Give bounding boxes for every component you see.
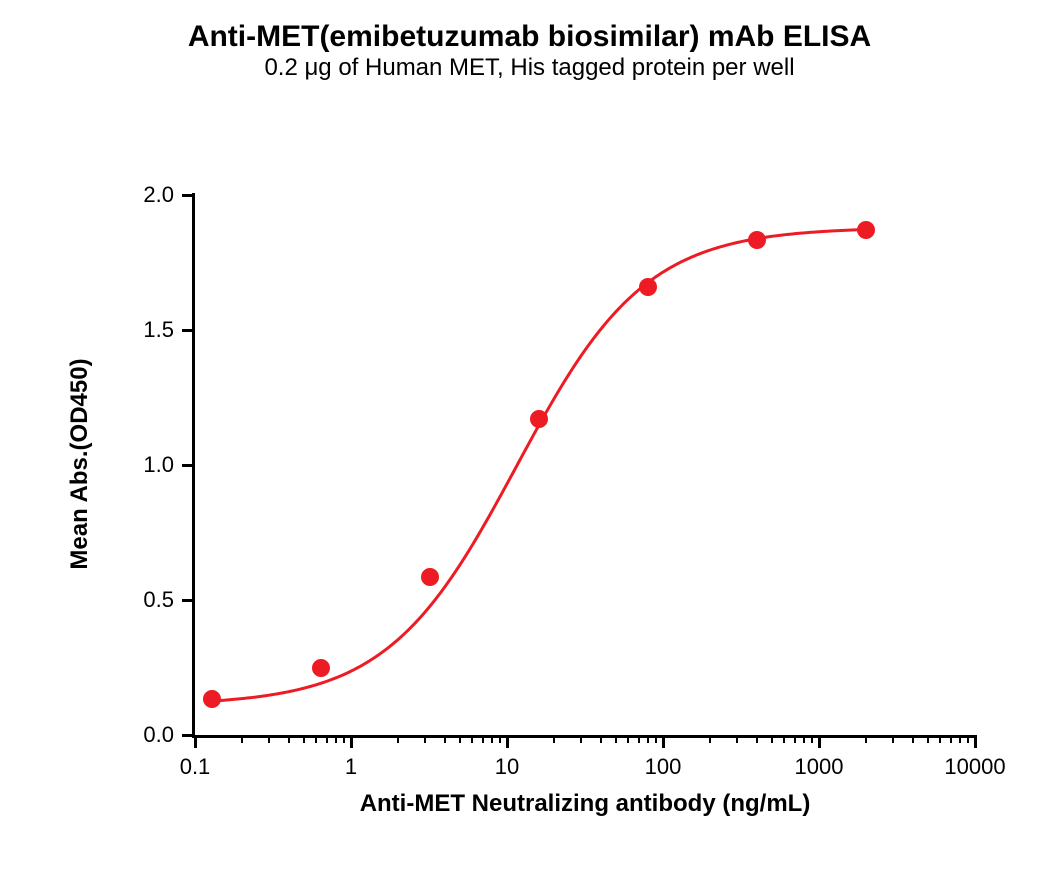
elisa-chart-container: Anti-MET(emibetuzumab biosimilar) mAb EL…: [0, 0, 1059, 886]
x-minor-tick: [655, 738, 657, 743]
y-tick: [182, 194, 192, 197]
x-tick-label: 10000: [930, 754, 1020, 780]
plot-area: 0.00.51.01.52.00.1110100100010000: [195, 195, 975, 735]
x-minor-tick: [892, 738, 894, 743]
x-tick-label: 10: [462, 754, 552, 780]
x-minor-tick: [615, 738, 617, 743]
x-minor-tick: [499, 738, 501, 743]
data-marker: [748, 231, 766, 249]
data-marker: [203, 690, 221, 708]
x-minor-tick: [627, 738, 629, 743]
x-minor-tick: [315, 738, 317, 743]
data-marker: [312, 659, 330, 677]
y-tick-label: 1.5: [114, 317, 174, 343]
data-marker: [421, 568, 439, 586]
x-minor-tick: [335, 738, 337, 743]
x-tick: [974, 738, 977, 748]
x-minor-tick: [647, 738, 649, 743]
x-minor-tick: [343, 738, 345, 743]
x-minor-tick: [939, 738, 941, 743]
y-tick: [182, 599, 192, 602]
x-tick-label: 0.1: [150, 754, 240, 780]
x-tick-label: 1: [306, 754, 396, 780]
x-tick: [506, 738, 509, 748]
y-tick: [182, 734, 192, 737]
x-minor-tick: [865, 738, 867, 743]
chart-subtitle: 0.2 μg of Human MET, His tagged protein …: [0, 54, 1059, 82]
subtitle-prefix: 0.2: [264, 54, 304, 81]
x-minor-tick: [959, 738, 961, 743]
x-minor-tick: [967, 738, 969, 743]
x-minor-tick: [950, 738, 952, 743]
x-minor-tick: [288, 738, 290, 743]
x-minor-tick: [771, 738, 773, 743]
x-tick: [350, 738, 353, 748]
x-minor-tick: [736, 738, 738, 743]
x-minor-tick: [444, 738, 446, 743]
x-minor-tick: [927, 738, 929, 743]
y-tick: [182, 329, 192, 332]
x-minor-tick: [709, 738, 711, 743]
data-marker: [857, 221, 875, 239]
y-axis-line: [192, 193, 195, 738]
y-tick-label: 0.0: [114, 722, 174, 748]
x-minor-tick: [303, 738, 305, 743]
data-marker: [530, 410, 548, 428]
x-minor-tick: [912, 738, 914, 743]
y-tick-label: 2.0: [114, 182, 174, 208]
chart-title: Anti-MET(emibetuzumab biosimilar) mAb EL…: [0, 20, 1059, 54]
x-minor-tick: [638, 738, 640, 743]
x-minor-tick: [803, 738, 805, 743]
x-minor-tick: [600, 738, 602, 743]
x-minor-tick: [491, 738, 493, 743]
x-minor-tick: [811, 738, 813, 743]
x-tick-label: 1000: [774, 754, 864, 780]
x-minor-tick: [553, 738, 555, 743]
y-tick: [182, 464, 192, 467]
x-tick-label: 100: [618, 754, 708, 780]
subtitle-unit: μg: [304, 54, 331, 81]
x-tick: [818, 738, 821, 748]
y-tick-label: 1.0: [114, 452, 174, 478]
data-marker: [639, 278, 657, 296]
x-minor-tick: [580, 738, 582, 743]
x-axis-line: [192, 735, 977, 738]
fit-curve: [212, 230, 866, 702]
x-minor-tick: [459, 738, 461, 743]
y-tick-label: 0.5: [114, 587, 174, 613]
x-minor-tick: [756, 738, 758, 743]
x-minor-tick: [482, 738, 484, 743]
x-minor-tick: [397, 738, 399, 743]
x-minor-tick: [326, 738, 328, 743]
x-minor-tick: [471, 738, 473, 743]
x-tick: [662, 738, 665, 748]
x-minor-tick: [268, 738, 270, 743]
subtitle-suffix: of Human MET, His tagged protein per wel…: [332, 54, 795, 81]
x-minor-tick: [794, 738, 796, 743]
x-minor-tick: [241, 738, 243, 743]
x-axis-label: Anti-MET Neutralizing antibody (ng/mL): [195, 790, 975, 818]
x-tick: [194, 738, 197, 748]
y-axis-label: Mean Abs.(OD450): [66, 194, 94, 734]
x-minor-tick: [783, 738, 785, 743]
chart-title-block: Anti-MET(emibetuzumab biosimilar) mAb EL…: [0, 20, 1059, 82]
x-minor-tick: [424, 738, 426, 743]
curve-svg: [195, 195, 975, 735]
